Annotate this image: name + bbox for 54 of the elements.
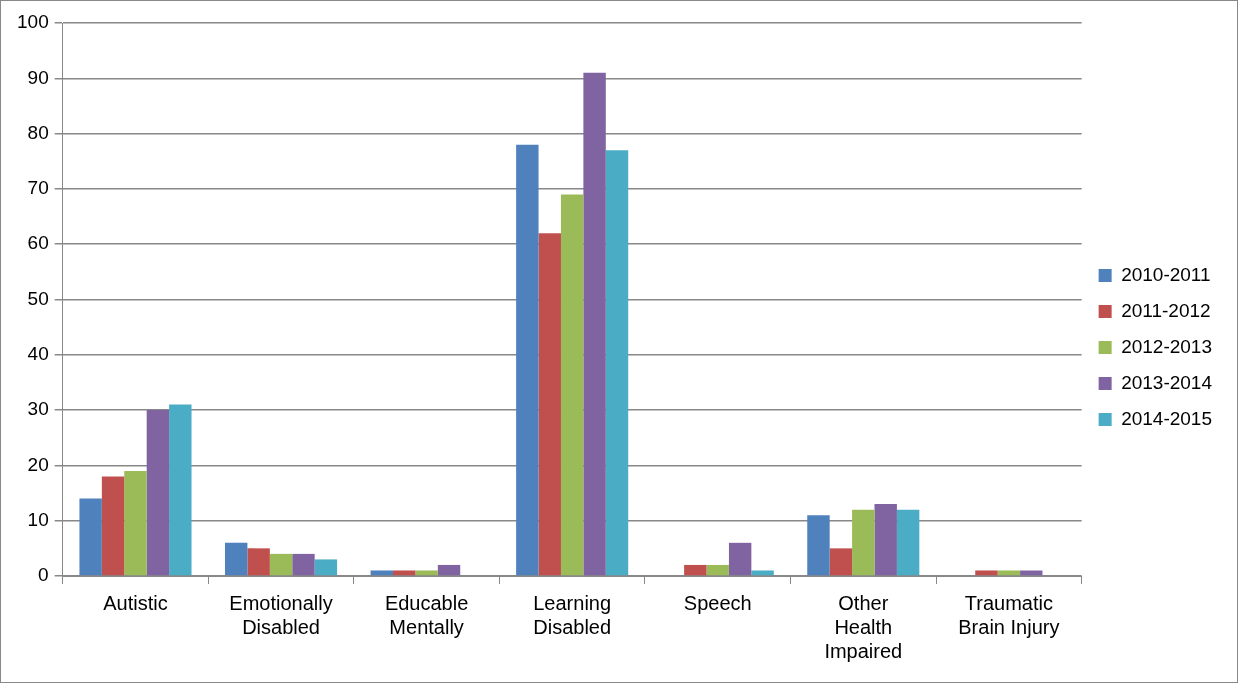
- x-tick-label: Educable Mentally: [384, 591, 469, 638]
- y-tick-label: 50: [27, 287, 49, 309]
- bar: [437, 564, 461, 576]
- bar: [247, 548, 270, 576]
- bar: [370, 570, 393, 576]
- bar: [415, 570, 438, 576]
- bar: [807, 515, 830, 576]
- y-tick-label: 70: [27, 177, 49, 199]
- legend-label: 2011-2012: [1121, 299, 1211, 321]
- bar: [874, 504, 897, 576]
- x-tick-label: Emotionally Disabled: [229, 591, 333, 638]
- x-tick-label: Autistic: [103, 591, 168, 614]
- legend-label: 2012-2013: [1121, 335, 1213, 357]
- bar: [728, 542, 752, 576]
- bar: [269, 553, 293, 576]
- legend-label: 2010-2011: [1121, 263, 1211, 285]
- y-tick-label: 90: [27, 66, 49, 88]
- x-tick-label: Speech: [683, 591, 752, 614]
- bar: [751, 570, 774, 576]
- y-tick-label: 40: [27, 343, 49, 365]
- bar: [314, 559, 338, 576]
- bar: [538, 233, 561, 576]
- x-tick-label: Other Health Impaired: [824, 591, 903, 662]
- bar: [146, 410, 170, 576]
- bar: [997, 570, 1021, 576]
- bar: [605, 150, 629, 576]
- bar: [169, 404, 192, 576]
- bar: [101, 476, 125, 576]
- bar: [225, 542, 248, 576]
- bar: [852, 509, 875, 576]
- x-tick-label: Traumatic Brain Injury: [958, 591, 1060, 638]
- legend-label: 2013-2014: [1121, 371, 1213, 393]
- legend-label: 2014-2015: [1121, 407, 1213, 429]
- bar: [829, 548, 853, 576]
- bar: [392, 570, 416, 576]
- bar: [516, 144, 539, 576]
- bar: [975, 570, 998, 576]
- bar: [684, 564, 707, 576]
- bar: [79, 498, 102, 576]
- y-tick-label: 20: [27, 453, 49, 475]
- y-tick-label: 100: [17, 11, 49, 33]
- bar: [896, 509, 920, 576]
- y-tick-label: 30: [27, 398, 49, 420]
- y-tick-label: 10: [27, 508, 49, 530]
- y-tick-label: 0: [38, 564, 49, 586]
- bar: [124, 470, 147, 576]
- y-tick-label: 60: [27, 232, 49, 254]
- x-tick-label: Learning Disabled: [533, 591, 612, 638]
- bar: [1020, 570, 1043, 576]
- bar: [292, 553, 315, 576]
- bar: [583, 72, 606, 576]
- y-tick-label: 80: [27, 121, 49, 143]
- bar: [560, 194, 584, 576]
- bar: [706, 564, 729, 576]
